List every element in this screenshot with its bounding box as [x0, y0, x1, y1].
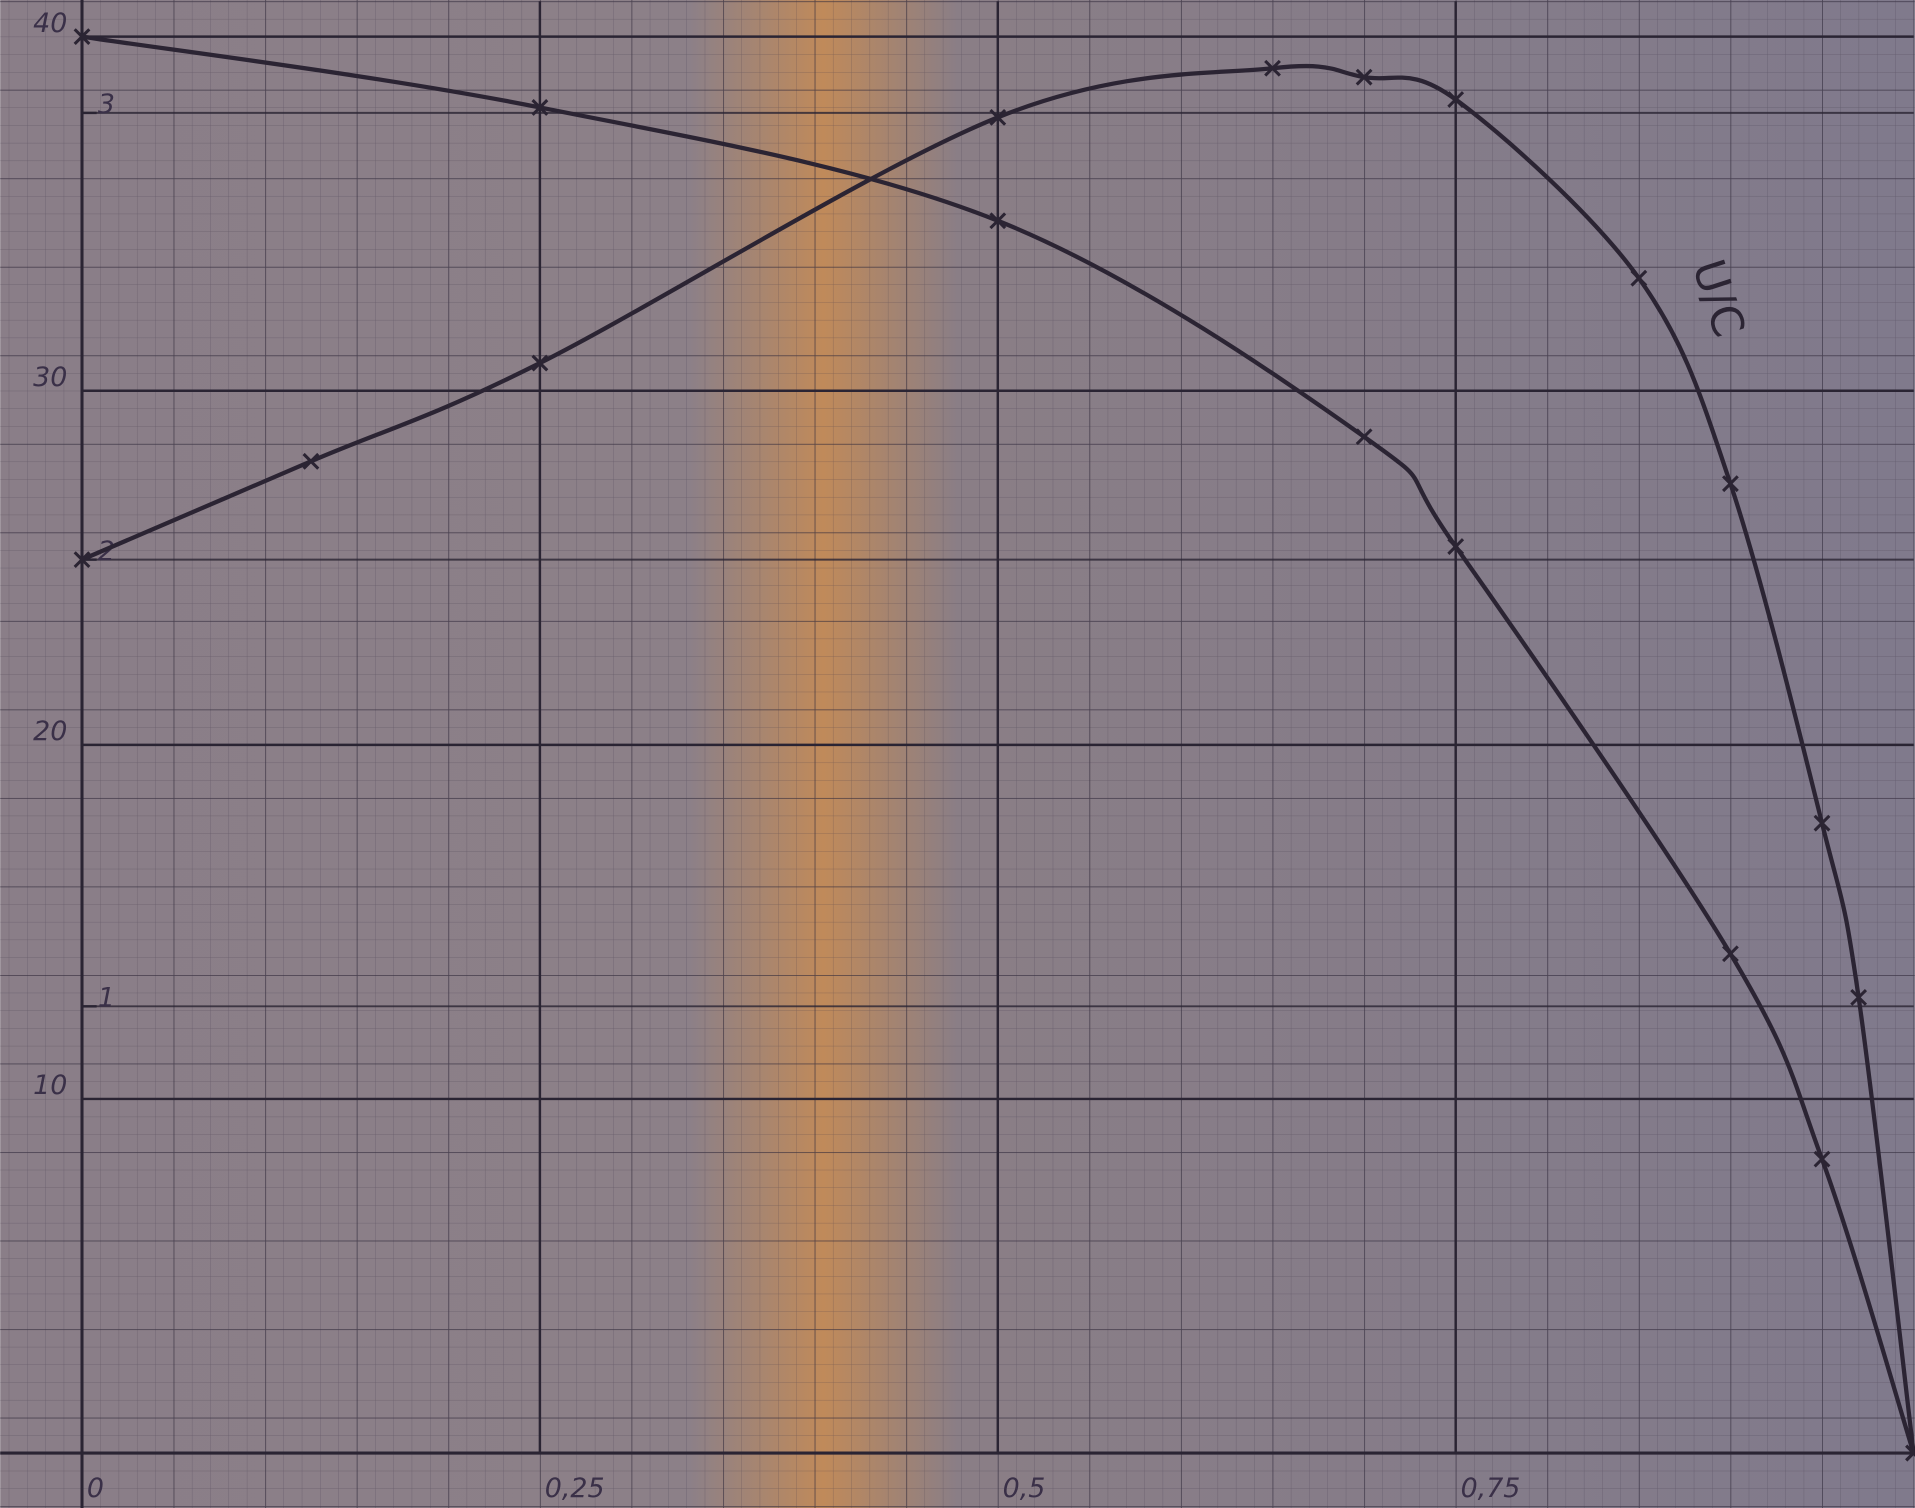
x-tick-label: 0 [87, 1473, 104, 1504]
y2-tick-label: 1 [98, 983, 115, 1014]
y-tick-label: 30 [33, 362, 67, 393]
page: 00,250,50,7510203040123U/C (() => { cons… [0, 0, 1915, 1508]
x-tick-label: 0,5 [1003, 1473, 1046, 1504]
y-tick-label: 10 [33, 1070, 67, 1101]
y-tick-label: 20 [33, 716, 67, 747]
chart: 00,250,50,7510203040123U/C [0, 0, 1915, 1508]
y2-tick-label: 3 [98, 89, 115, 120]
x-tick-label: 0,25 [545, 1473, 605, 1504]
y-tick-label: 40 [33, 8, 67, 39]
paper-grid [0, 0, 1915, 1508]
x-tick-label: 0,75 [1461, 1473, 1521, 1504]
